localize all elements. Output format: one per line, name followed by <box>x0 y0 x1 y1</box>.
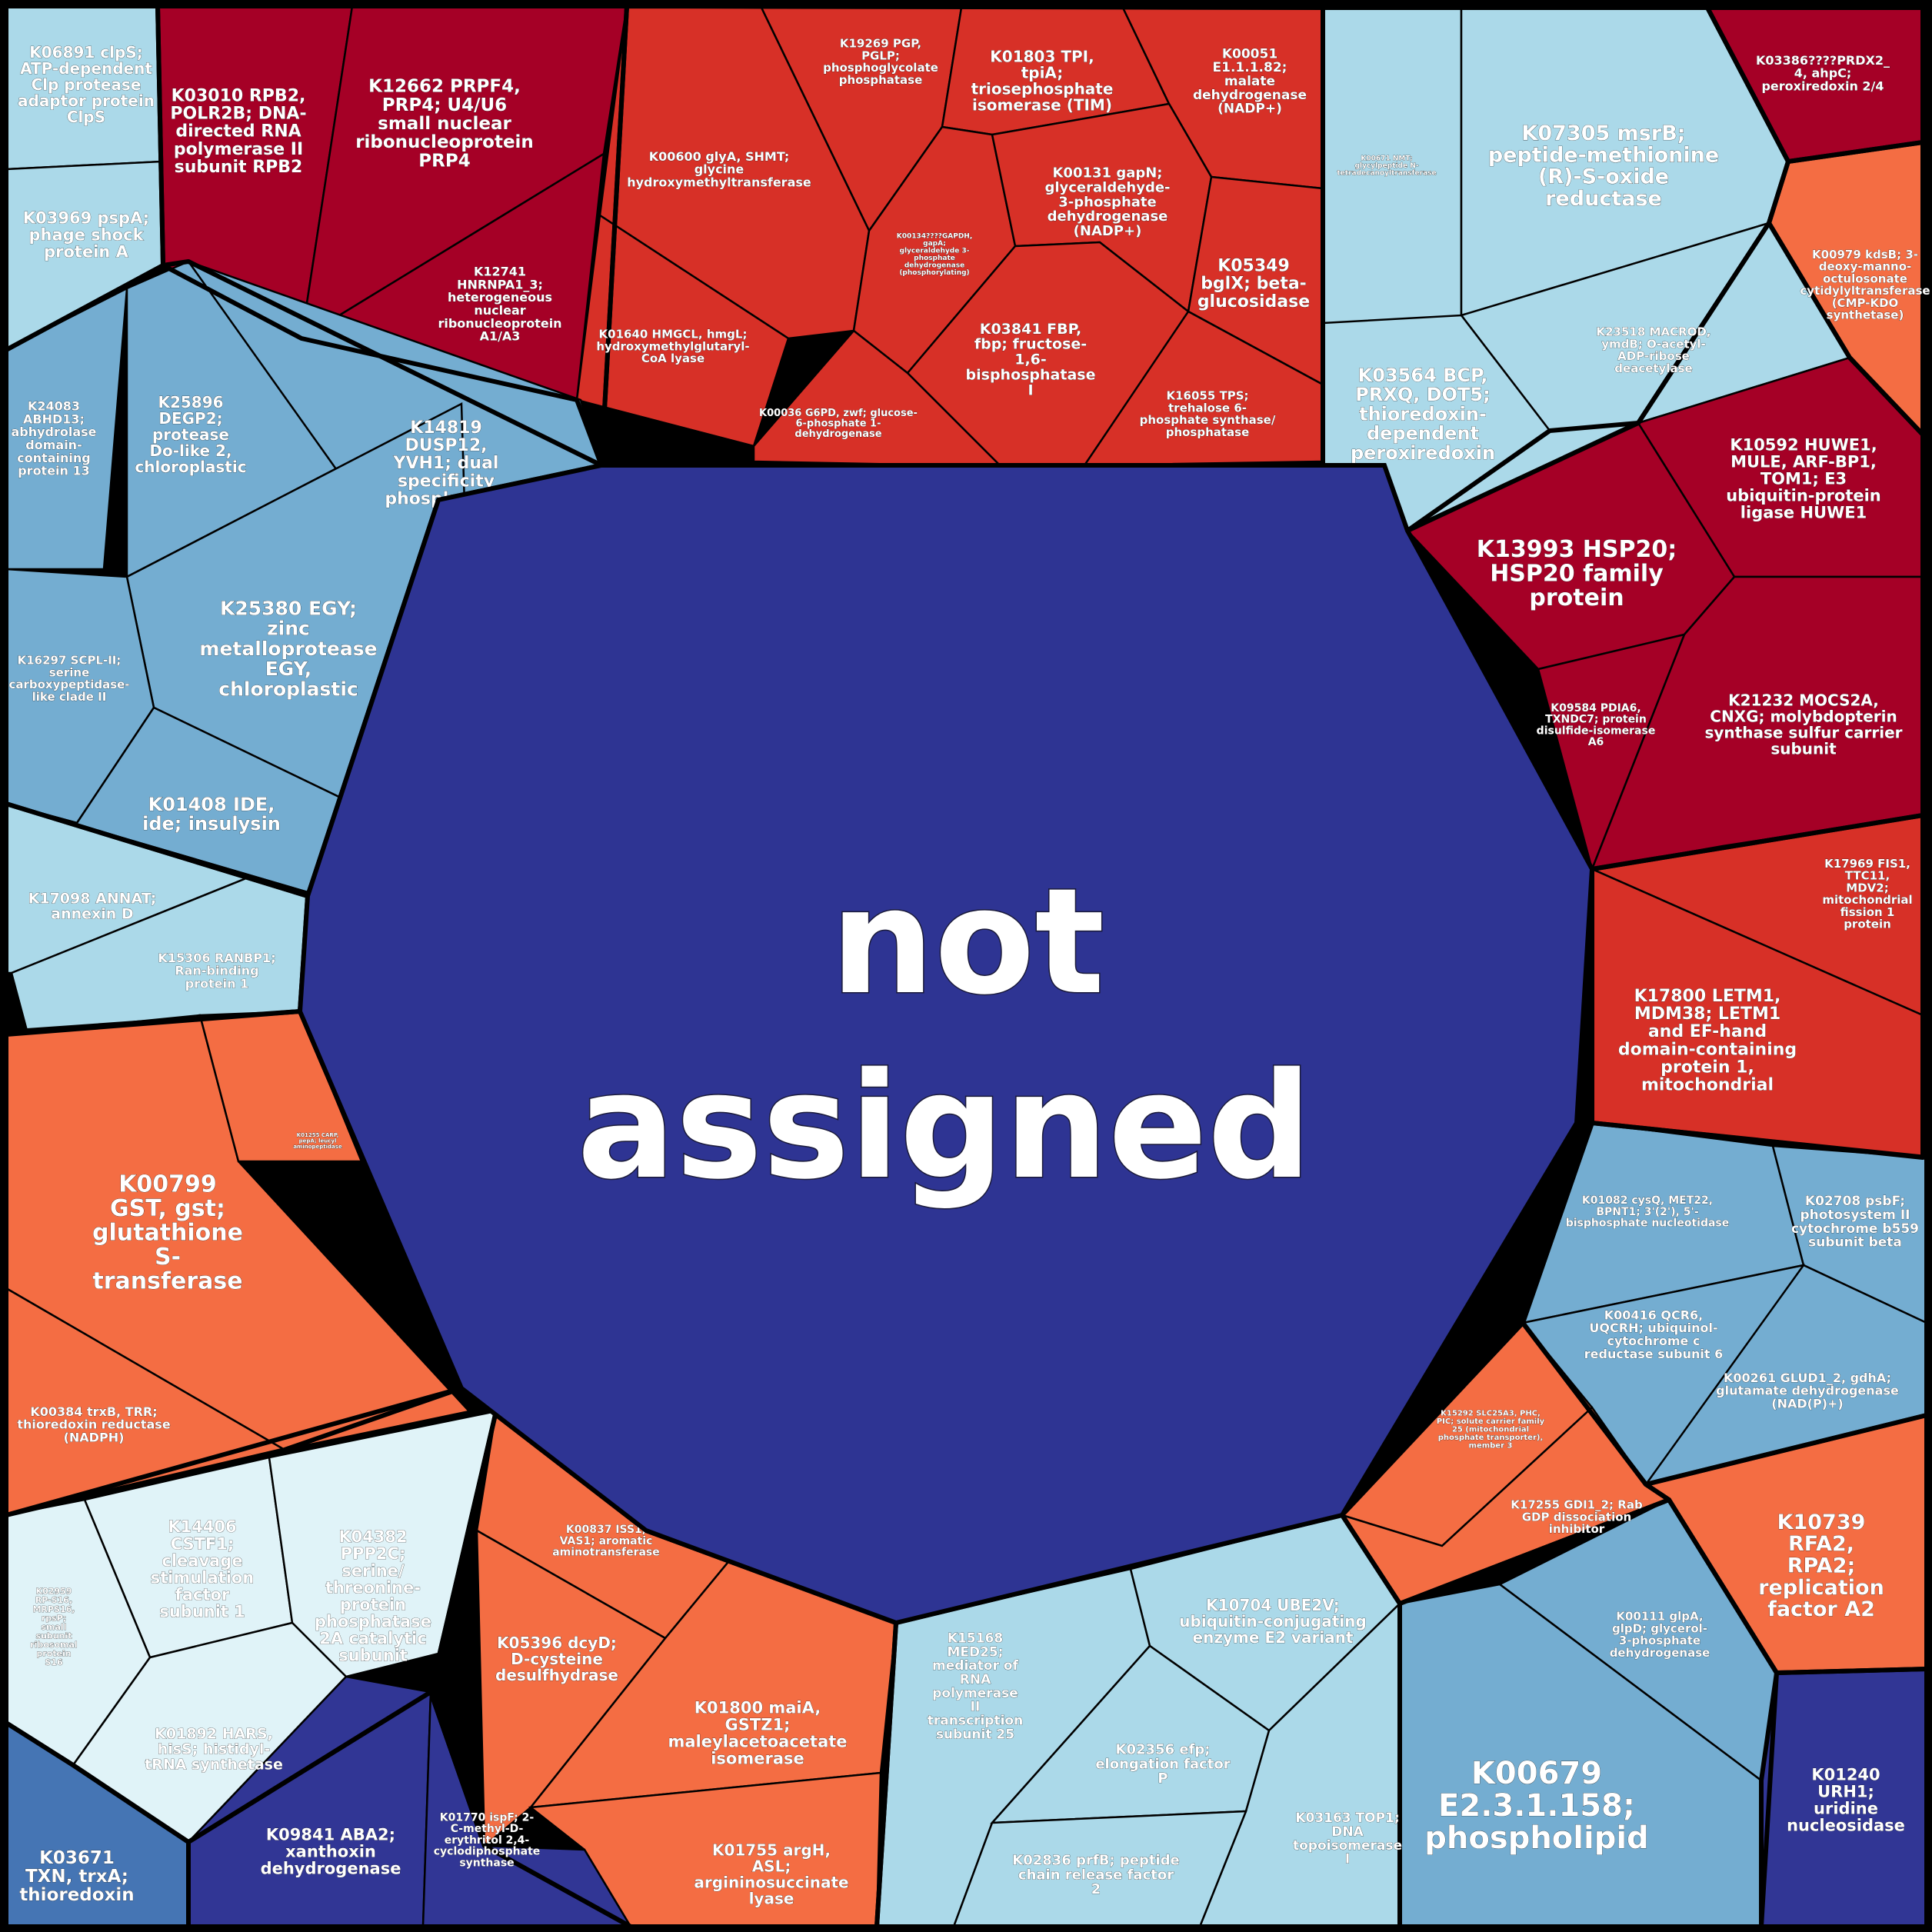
label-k10592: K10592 HUWE1, MULE, ARF-BP1, TOM1; E3 ubiqu… <box>1726 435 1881 521</box>
label-k25896: K25896 DEGP2; protease Do-like 2, chloroplas… <box>135 393 246 476</box>
label-k03386: K03386????PRDX2_ 4, ahpC; peroxiredoxin 2/… <box>1756 53 1890 94</box>
label-k16055: K16055 TPS; trehalose 6-phosphate synthas… <box>1140 389 1276 439</box>
label-k15168: K15168 MED25; mediator of RNA polymerase II tr… <box>928 1631 1023 1743</box>
label-k01800: K01800 maiA, GSTZ1; maleylacetoacetate isom… <box>668 1698 847 1767</box>
label-k01640: K01640 HMGCL, hmgL; hydroxymethylglutaryl… <box>596 328 749 366</box>
label-k03671: K03671 TXN, trxA; thioredoxin <box>19 1848 134 1905</box>
cell-k01800 <box>528 1548 898 1809</box>
label-k01892: K01892 HARS, hisS; histidyl-tRNA syntheta… <box>145 1726 283 1774</box>
label-k12662: K12662 PRPF4, PRP4; U4/U6 small nuclear rib… <box>355 77 534 172</box>
label-k00671: K00671 NMT; glycylpeptide N-tetradecanoyl… <box>1337 155 1436 178</box>
label-k02836: K02836 prfB; peptide chain release factor… <box>1012 1852 1179 1897</box>
label-k00600: K00600 glyA, SHMT; glycine hydroxymethyltr… <box>627 149 811 190</box>
label-k00979: K00979 kdsB; 3-deoxy-manno-octulosonate c… <box>1800 248 1930 322</box>
label-k10704: K10704 UBE2V; ubiquitin-conjugating enzyme… <box>1179 1596 1367 1647</box>
group-border-21 <box>1759 1667 1929 1929</box>
label-k03841: K03841 FBP, fbp; fructose-1,6-bisphosphat… <box>966 321 1096 399</box>
label-k24083: K24083 ABHD13; abhydrolase domain-containin… <box>11 399 96 478</box>
label-k09584: K09584 PDIA6, TXNDC7; protein disulfide-is… <box>1537 702 1656 748</box>
label-k04382: K04382 PPP2C; serine/threonine-protein phos… <box>315 1527 431 1664</box>
label-k01255: K01255 CARP, pepA; leucyl aminopeptidase <box>293 1132 342 1150</box>
group-borders-layer <box>4 4 1929 1929</box>
label-k17098: K17098 ANNAT; annexin D <box>28 891 157 923</box>
label-k01755: K01755 argH, ASL; argininosuccinate lyase <box>694 1841 848 1908</box>
label-k16297: K16297 SCPL-II; serine carboxypeptidase-li… <box>8 654 129 704</box>
label-k14406: K14406 CSTF1; cleavage stimulation factor sub… <box>151 1517 255 1621</box>
label-k25380: K25380 EGY; zinc metalloprotease EGY, chloro… <box>199 597 377 700</box>
label-k00837: K00837 ISS1, VAS1; aromatic aminotransfera… <box>552 1524 660 1558</box>
label-k01082: K01082 cysQ, MET22, BPNT1; 3'(2'), 5'-bis… <box>1566 1194 1730 1229</box>
label-k17800: K17800 LETM1, MDM38; LETM1 and EF-hand doma… <box>1618 987 1797 1095</box>
label-k07305: K07305 msrB; peptide-methionine (R)-S-oxid… <box>1488 122 1719 211</box>
label-k21232: K21232 MOCS2A, CNXG; molybdopterin synthas… <box>1704 691 1902 758</box>
label-k00799: K00799 GST, gst; glutathione S-transferase <box>92 1171 243 1295</box>
label-k02959: K02959 RP-S16, MRPS16, rpsP; small subunit rib… <box>30 1587 77 1667</box>
group-border-16 <box>186 1690 633 1929</box>
label-k19269: K19269 PGP, PGLP; phosphoglycolate phosphat… <box>823 37 938 87</box>
label-k00261: K00261 GLUD1_2, gdhA; glutamate dehydroge… <box>1716 1371 1899 1411</box>
label-k06891: K06891 clpS; ATP-dependent Clp protease ada… <box>18 43 155 126</box>
label-k03010: K03010 RPB2, POLR2B; DNA-directed RNA poly… <box>170 87 306 177</box>
label-k05396: K05396 dcyD; D-cysteine desulfhydrase <box>495 1634 618 1684</box>
label-k00131: K00131 gapN; glyceraldehyde-3-phosphate de… <box>1044 165 1170 240</box>
label-k17255: K17255 GDI1_2; Rab GDP dissociation inhibi… <box>1511 1498 1643 1537</box>
label-k03163: K03163 TOP1; DNA topoisomerase I <box>1293 1810 1402 1867</box>
label-k10739: K10739 RFA2, RPA2; replication factor A2 <box>1758 1511 1884 1621</box>
group-border-11 <box>4 1009 464 1517</box>
label-k01240: K01240 URH1; uridine nucleosidase <box>1787 1765 1905 1834</box>
label-k00384: K00384 trxB, TRR; thioredoxin reductase (N… <box>17 1404 171 1445</box>
label-k17969: K17969 FIS1, TTC11, MDV2; mitochondrial fiss… <box>1822 857 1912 931</box>
label-k13993: K13993 HSP20; HSP20 family protein <box>1477 536 1677 611</box>
label-k00679: K00679 E2.3.1.158; phospholipid <box>1424 1756 1648 1856</box>
label-k01803: K01803 TPI, tpiA; triosephosphate isomerase… <box>971 48 1114 115</box>
cell-k01640 <box>575 213 790 448</box>
label-k01408: K01408 IDE, ide; insulysin <box>142 794 281 834</box>
label-k01770: K01770 ispF; 2-C-methyl-D-erythritol 2,4… <box>434 1812 541 1870</box>
label-k15306: K15306 RANBP1; Ran-binding protein 1 <box>158 951 275 991</box>
label-k03969: K03969 pspA; phage shock protein A <box>23 208 149 261</box>
label-k00036: K00036 G6PD, zwf; glucose-6-phosphate 1-… <box>759 408 918 440</box>
label-k00134: K00134????GAPDH, gapA; glyceraldehyde 3-ph… <box>897 233 973 277</box>
labels-layer: K06891 clpS; ATP-dependent Clp protease ada… <box>8 36 1930 1908</box>
label-k00051: K00051 E1.1.1.82; malate dehydrogenase (NADP… <box>1193 46 1307 116</box>
label-k12741: K12741 HNRNPA1_3; heterogeneous nuclear ribo… <box>438 265 561 344</box>
label-k23518: K23518 MACROD, ymdB; O-acetyl-ADP-ribose d… <box>1596 325 1710 375</box>
cell-k04382 <box>268 1410 498 1678</box>
not-assigned-label: not assigned <box>577 857 1312 1211</box>
label-k03564: K03564 BCP, PRXQ, DOT5; thioredoxin-depend… <box>1351 365 1495 464</box>
label-k02708: K02708 psbF; photosystem II cytochrome b55… <box>1791 1194 1919 1251</box>
label-k02356: K02356 efp; elongation factor P <box>1095 1741 1230 1787</box>
group-border-20 <box>1397 1497 1779 1929</box>
label-k05349: K05349 bglX; beta-glucosidase <box>1198 257 1310 311</box>
label-k00416: K00416 QCR6, UQCRH; ubiquinol-cytochrome … <box>1584 1307 1723 1361</box>
not-assigned-cell <box>297 463 1595 1626</box>
label-k15292: K15292 SLC25A3, PHC, PIC; solute carrier … <box>1437 1410 1545 1451</box>
label-k09841: K09841 ABA2; xanthoxin dehydrogenase <box>261 1825 401 1877</box>
label-k00111: K00111 glpA, glpD; glycerol-3-phosphate de… <box>1610 1610 1710 1660</box>
